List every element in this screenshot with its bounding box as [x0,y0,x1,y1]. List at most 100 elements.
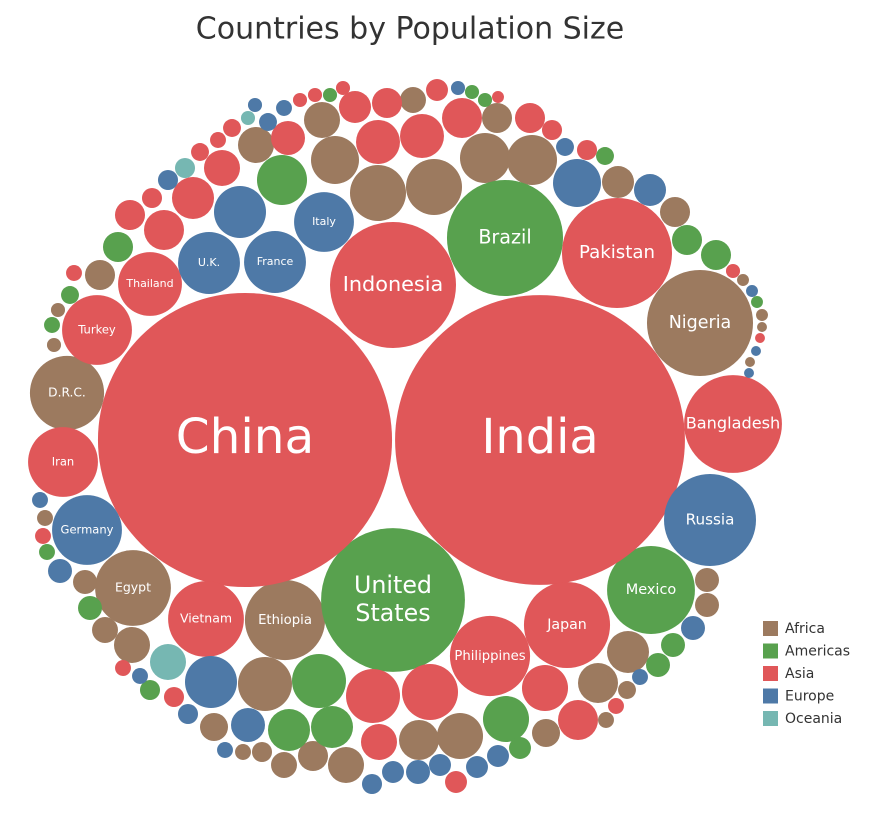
bubble [382,761,404,783]
bubble-label: Russia [686,511,735,529]
bubble [523,581,611,669]
bubble [725,263,741,279]
bubble [115,660,131,676]
bubble [449,615,531,697]
bubble-label: Nigeria [669,313,732,333]
bubble [360,723,398,761]
bubble [492,91,504,103]
bubble [271,752,297,778]
bubble-label: Thailand [125,277,173,290]
bubble [217,742,233,758]
bubble-label: Ethiopia [258,613,312,628]
bubble [157,169,179,191]
bubble [561,197,673,309]
bubble [607,546,695,634]
bubble [405,158,463,216]
bubble [596,147,614,165]
legend-label: Oceania [785,711,842,727]
bubble-label: Pakistan [579,242,655,263]
legend-swatch [763,666,778,681]
bubble [361,773,383,795]
bubble [184,655,238,709]
bubble [441,97,483,139]
bubble [244,579,326,661]
legend-swatch [763,621,778,636]
bubble [50,302,66,318]
bubble [149,643,187,681]
bubble [400,87,426,113]
bubble [400,114,444,158]
bubble-label: Japan [546,617,587,633]
legend-swatch [763,688,778,704]
bubble [292,92,308,108]
bubble [664,474,756,566]
bubble [238,657,292,711]
bubble [48,559,72,583]
bubble [73,570,97,594]
bubble-label: China [176,409,315,465]
bubble [102,231,134,263]
legend-swatch [763,711,778,726]
bubble-label: Philippines [454,649,525,664]
bubble [450,80,466,96]
bubble [294,192,354,252]
bubble [349,164,407,222]
bubble [755,333,765,343]
bubble [247,97,263,113]
bubble [143,209,185,251]
legend-label: Asia [785,666,814,682]
bubble [395,295,685,585]
bubble [436,712,484,760]
bubble-label: Vietnam [180,611,232,626]
bubble-label: Iran [52,455,75,469]
bubble [322,87,338,103]
bubble [646,653,670,677]
bubble [171,176,215,220]
bubble [297,740,329,772]
bubble [751,346,761,356]
bubble [661,633,685,657]
bubble [97,292,393,588]
bubble [576,139,598,161]
bubble [466,756,488,778]
bubble [521,664,569,712]
bubble [78,596,102,620]
bubble [606,630,650,674]
bubble [700,239,732,271]
bubble [509,737,531,759]
bubble [114,199,146,231]
bubble [44,317,60,333]
bubble [477,92,493,108]
legend-label: Americas [785,644,850,660]
bubble [61,286,79,304]
bubble [310,135,360,185]
bubble-label: Germany [61,523,114,537]
bubble [757,322,767,332]
bubble [684,375,782,473]
bubble-label-line: States [355,599,430,627]
bubble [552,158,602,208]
bubble [235,744,251,760]
bubble [292,654,346,708]
bubble [346,669,400,723]
bubble-label-line: United [354,570,432,598]
bubble [118,252,182,316]
bubble [163,686,185,708]
bubble-label: Indonesia [343,272,444,296]
bubble [327,746,365,784]
legend-label: Europe [785,689,834,705]
bubble [335,80,351,96]
bubble [203,149,241,187]
bubble [406,760,430,784]
bubble [681,616,705,640]
bubble [28,427,98,497]
bubble [398,719,440,761]
bubble [199,712,229,742]
bubble [464,84,480,100]
bubble [695,568,719,592]
bubble [356,120,400,164]
bubble [506,134,558,186]
bubble [321,528,465,672]
bubble [446,179,564,297]
